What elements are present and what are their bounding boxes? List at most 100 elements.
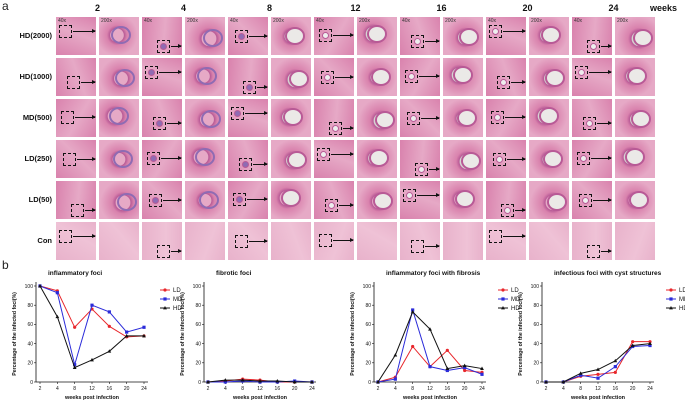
legend-label: MD	[679, 297, 685, 303]
legend-label: MD	[511, 297, 521, 303]
pointer-arrow	[429, 167, 440, 171]
cyst-structure	[461, 152, 481, 170]
pointer-arrow	[171, 249, 182, 253]
magnification-label: 200x	[359, 18, 370, 24]
x-tick-label: 8	[579, 386, 582, 392]
y-tick-label: 40	[365, 341, 371, 347]
micrograph-40x	[227, 57, 269, 97]
lesion	[408, 73, 415, 80]
pointer-arrow	[591, 156, 612, 160]
lesion	[410, 115, 417, 122]
data-point	[411, 344, 415, 349]
roi-box	[501, 204, 514, 217]
micrograph-200x: 200x	[614, 16, 656, 56]
micrograph-200x	[442, 57, 484, 97]
cyst-structure	[547, 193, 567, 211]
data-point	[428, 327, 432, 331]
micrograph-40x	[227, 139, 269, 179]
x-tick-label: 20	[630, 386, 636, 392]
roi-box	[61, 111, 74, 124]
roi-box	[145, 66, 158, 79]
cyst-structure	[369, 149, 389, 167]
micrograph-200x	[270, 221, 312, 261]
data-point	[73, 363, 77, 367]
data-point	[480, 372, 484, 376]
legend-label: HD	[173, 306, 182, 312]
cyst-structure	[631, 110, 651, 128]
micrograph-40x	[485, 57, 527, 97]
pointer-arrow	[163, 198, 182, 202]
row-label: LD(50)	[28, 195, 52, 204]
cyst-structure	[287, 151, 307, 169]
y-tick-label: 0	[536, 380, 539, 386]
cyst-structure	[455, 190, 475, 208]
x-tick-label: 20	[292, 386, 298, 392]
micrograph-200x	[270, 98, 312, 138]
pointer-arrow	[505, 115, 526, 119]
roi-box	[319, 234, 332, 247]
x-tick-label: 16	[275, 386, 281, 392]
pointer-arrow	[417, 193, 440, 197]
micrograph-40x	[227, 180, 269, 220]
pointer-arrow	[81, 80, 96, 84]
panel-b-label: b	[2, 258, 9, 272]
x-axis-label: weeks post infection	[232, 395, 288, 401]
y-tick-label: 80	[27, 303, 33, 309]
series-line-hd	[546, 343, 651, 383]
cyst-structure	[109, 107, 129, 125]
data-point	[206, 380, 210, 384]
data-point	[72, 365, 77, 369]
x-tick-label: 16	[107, 386, 113, 392]
data-point	[275, 379, 280, 383]
row-label: LD(250)	[24, 154, 52, 163]
y-axis-label: Percentage of the infected foci(%)	[180, 292, 186, 376]
y-tick-label: 80	[365, 303, 371, 309]
roi-box	[59, 25, 72, 38]
roi-box	[149, 194, 162, 207]
x-tick-label: 8	[73, 386, 76, 392]
lesion	[580, 155, 587, 162]
cyst-structure	[285, 27, 305, 45]
magnification-label: 200x	[617, 18, 628, 24]
data-point	[223, 378, 228, 382]
x-tick-label: 12	[427, 386, 433, 392]
micrograph-200x	[98, 221, 140, 261]
cyst-structure	[203, 29, 223, 47]
data-point	[55, 291, 59, 295]
micrograph-200x	[356, 180, 398, 220]
y-tick-label: 40	[27, 341, 33, 347]
roi-box	[235, 235, 248, 248]
micrograph-200x	[98, 57, 140, 97]
roi-box	[587, 40, 600, 53]
cyst-structure	[545, 69, 565, 87]
cyst-structure	[371, 68, 391, 86]
x-tick-label: 24	[479, 386, 485, 392]
y-tick-label: 0	[30, 380, 33, 386]
micrograph-40x: 40x	[485, 16, 527, 56]
x-axis-label: weeks post infection	[570, 395, 626, 401]
roi-box	[239, 158, 252, 171]
y-tick-label: 60	[533, 322, 539, 328]
data-point	[410, 309, 415, 314]
legend-label: MD	[173, 297, 183, 303]
magnification-label: 200x	[101, 18, 112, 24]
series-line-hd	[377, 311, 483, 383]
micrograph-200x	[442, 221, 484, 261]
y-tick-label: 40	[195, 341, 201, 347]
data-point	[258, 379, 262, 383]
lesion	[160, 43, 167, 50]
cyst-structure	[201, 110, 221, 128]
micrograph-200x	[442, 180, 484, 220]
magnification-label: 200x	[445, 18, 456, 24]
cyst-structure	[111, 26, 131, 44]
micrograph-40x	[227, 221, 269, 261]
lesion	[406, 192, 413, 199]
roi-box	[235, 30, 248, 43]
cyst-structure	[633, 29, 653, 47]
cyst-structure	[457, 109, 477, 127]
pointer-arrow	[507, 157, 526, 161]
data-point	[613, 358, 618, 363]
roi-box	[497, 76, 510, 89]
legend-label: HD	[511, 306, 520, 312]
y-tick-label: 0	[198, 380, 201, 386]
